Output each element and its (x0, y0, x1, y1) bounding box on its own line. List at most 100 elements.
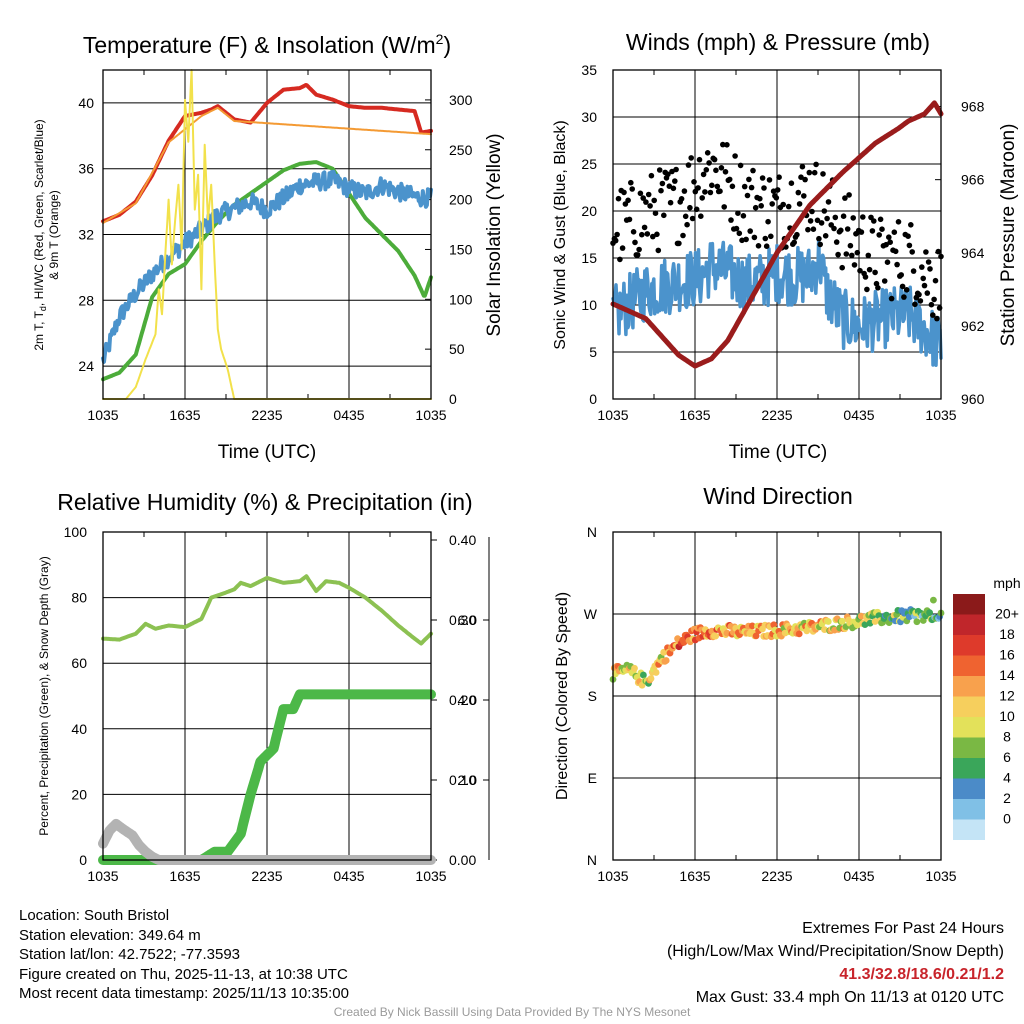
dir-point (770, 621, 778, 629)
dir-ytick-label: E (588, 770, 597, 786)
wind-gust-point (621, 189, 627, 196)
wind-gust-point (695, 185, 701, 191)
wind-gust-point (691, 179, 697, 185)
wind-gust-point (814, 217, 821, 224)
wind-gust-point (720, 141, 726, 148)
wind-gust-point (685, 162, 692, 168)
wind-gust-point (643, 199, 649, 205)
rh-border (102, 531, 432, 861)
rh-ytick-label: 80 (71, 590, 87, 606)
wind-ytick-label: 30 (581, 109, 597, 125)
dir-legend-label: 6 (1003, 749, 1011, 765)
extremes-values: 41.3/32.8/18.6/0.21/1.2 (839, 966, 1004, 983)
wind-gust-point (909, 249, 915, 255)
wind-gust-point (822, 233, 829, 239)
wind-ytick-label: 20 (581, 203, 597, 219)
wind-gust-point (843, 251, 850, 257)
temp-ytick-label: 24 (78, 358, 94, 374)
wind-gust-point (917, 298, 924, 304)
wind-gust-point (670, 185, 677, 192)
dir-point (652, 669, 660, 676)
wind-gust-point (641, 224, 648, 231)
dir-legend-label: 18 (999, 626, 1015, 642)
wind-gust-point (700, 171, 707, 178)
station-latlon: Station lat/lon: 42.7522; -77.3593 (19, 946, 241, 963)
wind-gust-point (824, 215, 830, 222)
wind-gust-point (883, 241, 889, 248)
station-elevation: Station elevation: 349.64 m (19, 926, 201, 944)
wind-pressure-line (610, 100, 944, 369)
wind-gust-point (774, 187, 781, 193)
wind-gust-point (811, 169, 818, 176)
wind-gust-point (816, 235, 822, 242)
wind-ytick-label: 5 (589, 344, 597, 360)
wind-gust-point (805, 226, 811, 233)
rh-y2tick-label: 0.10 (449, 772, 476, 788)
wind-y2tick-label: 968 (961, 99, 985, 115)
wind-title: Winds (mph) & Pressure (mb) (626, 29, 930, 55)
wind-y2tick-label: 962 (961, 318, 985, 334)
dir-xtick-label: 1635 (679, 868, 710, 884)
wind-gust-point (699, 195, 705, 201)
rh-ytick-label: 60 (71, 655, 87, 671)
wind-gust-point (769, 201, 775, 207)
dir-point (748, 622, 756, 630)
wind-gust-point (726, 176, 733, 183)
wind-gust-point (910, 268, 917, 274)
wind-gust-point (924, 290, 931, 296)
temp-ytick-label: 36 (78, 161, 94, 177)
dir-legend-label: 20+ (995, 606, 1019, 622)
wind-gust-point (709, 182, 715, 189)
wind-gust-point (637, 190, 644, 197)
wind-gust-point (644, 231, 651, 237)
wind-gust-point (881, 278, 888, 284)
wind-gust-point (820, 171, 826, 177)
rh-y3tick-label: 2.0 (458, 772, 478, 788)
dir-frame: 1035 1635 2235 0435 1035 (597, 532, 957, 884)
dir-point (824, 618, 832, 625)
wind-gust-point (717, 188, 723, 194)
dir-legend-label: 0 (1003, 811, 1011, 827)
wind-gust-point (768, 233, 774, 240)
dir-point (660, 648, 668, 656)
rh-xtick-label: 1035 (87, 868, 118, 884)
wind-gust-point (798, 174, 804, 180)
temp-y2tick-label: 150 (449, 241, 473, 257)
wind-gust-point (747, 228, 753, 234)
dir-legend-swatch (953, 819, 985, 840)
wind-gust-point (696, 156, 703, 163)
temp-ylabel: 2m T, Td, HI/WC (Red, Green, Scarlet/Blu… (32, 119, 48, 350)
wind-gust-point (740, 213, 747, 219)
wind-gust-point (614, 231, 620, 238)
wind-gust-point (840, 213, 847, 219)
wind-gust-point (869, 228, 876, 234)
temp-y2tick-label: 200 (449, 192, 473, 208)
extremes-subtitle: (High/Low/Max Wind/Precipitation/Snow De… (666, 943, 1004, 960)
wind-gust-point (928, 301, 935, 308)
wind-gust-point (703, 167, 710, 173)
rh-ytick-label: 20 (71, 786, 87, 802)
rh-xtick-label: 1635 (169, 868, 200, 884)
wind-xtick-label: 0435 (843, 407, 874, 423)
wind-gust-point (916, 291, 922, 298)
dir-legend-swatch (953, 799, 985, 820)
wind-border (612, 69, 942, 400)
wind-ytick-label: 10 (581, 297, 597, 313)
wind-gust-point (636, 246, 642, 253)
dir-border (612, 531, 942, 861)
temp-ytick-label: 32 (78, 227, 94, 243)
wind-gust-point (634, 252, 641, 258)
wind-gust-point (888, 295, 895, 302)
temp-xtick-label: 2235 (251, 407, 282, 423)
wind-gust-point (923, 249, 929, 255)
rh-ytick-label: 0 (79, 852, 87, 868)
dir-point (647, 675, 655, 682)
wind-gust-point (875, 285, 881, 291)
wind-gust-point (906, 242, 913, 249)
rh-y2tick-label: 0.30 (449, 612, 476, 628)
wind-y2tick-label: 964 (961, 245, 985, 261)
wind-gust-point (728, 217, 734, 223)
wind-gust-point (835, 251, 841, 258)
wind-gust-point (872, 269, 878, 276)
